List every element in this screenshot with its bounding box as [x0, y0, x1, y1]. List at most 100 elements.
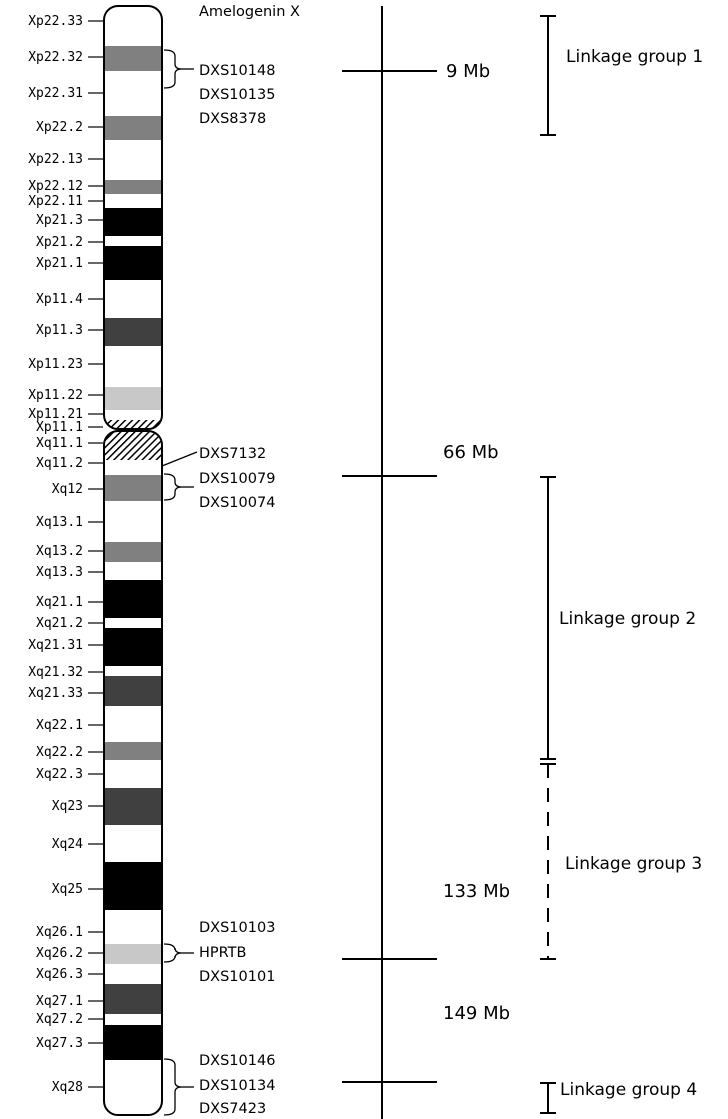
band-label: Xq22.2 [36, 745, 83, 760]
band-label: Xp11.21 [28, 407, 83, 422]
band-label: Xp11.4 [36, 292, 83, 307]
band-xq27-1 [104, 984, 162, 1014]
marker-label: DXS10134 [199, 1078, 275, 1094]
band-label: Xp22.31 [28, 86, 83, 101]
band-label: Xq21.33 [28, 686, 83, 701]
band-label: Xq21.2 [36, 616, 83, 631]
band-xq21-1 [104, 580, 162, 618]
band-label: Xp22.13 [28, 152, 83, 167]
band-label: Xq13.1 [36, 515, 83, 530]
band-xp11-3 [104, 318, 162, 346]
band-xq13-3 [104, 562, 162, 580]
band-label: Xp11.1 [36, 420, 83, 435]
marker-label: DXS8378 [199, 111, 266, 127]
band-xp11-23 [104, 346, 162, 387]
band-label: Xq27.1 [36, 994, 83, 1009]
band-label: Xq21.32 [28, 665, 83, 680]
band-xq11-2 [104, 460, 162, 475]
band-xp11-21 [104, 410, 162, 420]
band-xq13-2 [104, 542, 162, 562]
linkage-groups: Linkage group 1 Linkage group 2 Linkage gr… [540, 15, 703, 1114]
band-xq22-3 [104, 760, 162, 788]
marker-label: DXS10135 [199, 87, 275, 103]
band-label: Xq12 [52, 482, 83, 497]
marker-labels: Amelogenin X DXS10148 DXS10135 DXS8378 DXS71… [161, 4, 300, 1117]
band-label: Xp21.2 [36, 235, 83, 250]
band-xp22-33 [104, 6, 162, 46]
position-marks: 9 Mb 66 Mb 133 Mb 149 Mb [342, 61, 510, 1083]
band-xp22-2 [104, 116, 162, 140]
band-labels: Xp22.33 Xp22.32 Xp22.31 Xp22.2 Xp22.13 Xp22.1… [28, 14, 103, 1095]
marker-label: DXS7132 [199, 446, 266, 462]
marker-pointer-dxs7132 [161, 451, 198, 467]
band-xq26-3 [104, 964, 162, 984]
band-xq21-31 [104, 628, 162, 666]
marker-brace-xq26 [163, 943, 183, 963]
band-xp22-11 [104, 194, 162, 208]
band-xp21-1 [104, 246, 162, 280]
band-xp21-3 [104, 208, 162, 236]
marker-label: DXS10079 [199, 471, 275, 487]
band-label: Xq26.1 [36, 925, 83, 940]
band-xp22-13 [104, 140, 162, 180]
band-xq26-2 [104, 944, 162, 964]
band-xq26-1 [104, 910, 162, 944]
band-xq22-1 [104, 706, 162, 742]
linkage-group-label: Linkage group 2 [559, 609, 696, 629]
band-label: Xp11.3 [36, 323, 83, 338]
band-xq23 [104, 788, 162, 825]
band-label: Xp21.3 [36, 213, 83, 228]
band-label: Xp22.12 [28, 179, 83, 194]
marker-label: DXS7423 [199, 1101, 266, 1117]
marker-brace-xq12 [163, 473, 183, 501]
band-xp22-32 [104, 46, 162, 71]
band-xq25 [104, 862, 162, 910]
band-xp11-4 [104, 280, 162, 318]
band-label: Xq22.3 [36, 767, 83, 782]
band-xp22-12 [104, 180, 162, 194]
band-xp22-31 [104, 71, 162, 116]
chromosome-long-arm [104, 431, 162, 1115]
band-xq22-2 [104, 742, 162, 760]
band-label: Xp11.22 [28, 388, 83, 403]
marker-label: DXS10148 [199, 63, 275, 79]
band-label: Xq13.3 [36, 565, 83, 580]
band-xp11-1 [104, 420, 162, 429]
band-xq28 [104, 1060, 162, 1115]
chromosome-short-arm [104, 6, 162, 429]
band-xp21-2 [104, 236, 162, 246]
band-label: Xq11.2 [36, 456, 83, 471]
band-label: Xq26.3 [36, 967, 83, 982]
band-xq27-3 [104, 1025, 162, 1060]
band-label: Xp22.33 [28, 14, 83, 29]
band-xq21-2 [104, 618, 162, 628]
band-xq21-33 [104, 676, 162, 706]
marker-label: DXS10146 [199, 1053, 275, 1069]
marker-brace-xq28 [163, 1058, 183, 1116]
linkage-group-label: Linkage group 3 [565, 854, 702, 874]
band-xq12 [104, 475, 162, 501]
band-xq13-1 [104, 501, 162, 542]
band-label: Xq22.1 [36, 718, 83, 733]
band-label: Xq27.2 [36, 1012, 83, 1027]
position-label: 66 Mb [443, 442, 499, 463]
long-arm-outline [103, 430, 163, 1116]
band-label: Xq26.2 [36, 946, 83, 961]
band-label: Xq23 [52, 799, 83, 814]
band-xq24 [104, 825, 162, 862]
band-label: Xp11.23 [28, 357, 83, 372]
band-label: Xq21.1 [36, 595, 83, 610]
marker-label: DXS10103 [199, 920, 275, 936]
linkage-group-label: Linkage group 1 [566, 47, 703, 67]
short-arm-outline [103, 5, 163, 430]
marker-label: Amelogenin X [199, 4, 300, 20]
marker-brace-xp22 [163, 49, 183, 89]
band-label: Xq27.3 [36, 1036, 83, 1051]
band-label: Xq11.1 [36, 436, 83, 451]
linkage-group-label: Linkage group 4 [560, 1080, 697, 1100]
band-xp11-22 [104, 387, 162, 410]
band-label: Xq25 [52, 882, 83, 897]
position-label: 9 Mb [446, 61, 490, 82]
band-label: Xp22.2 [36, 120, 83, 135]
